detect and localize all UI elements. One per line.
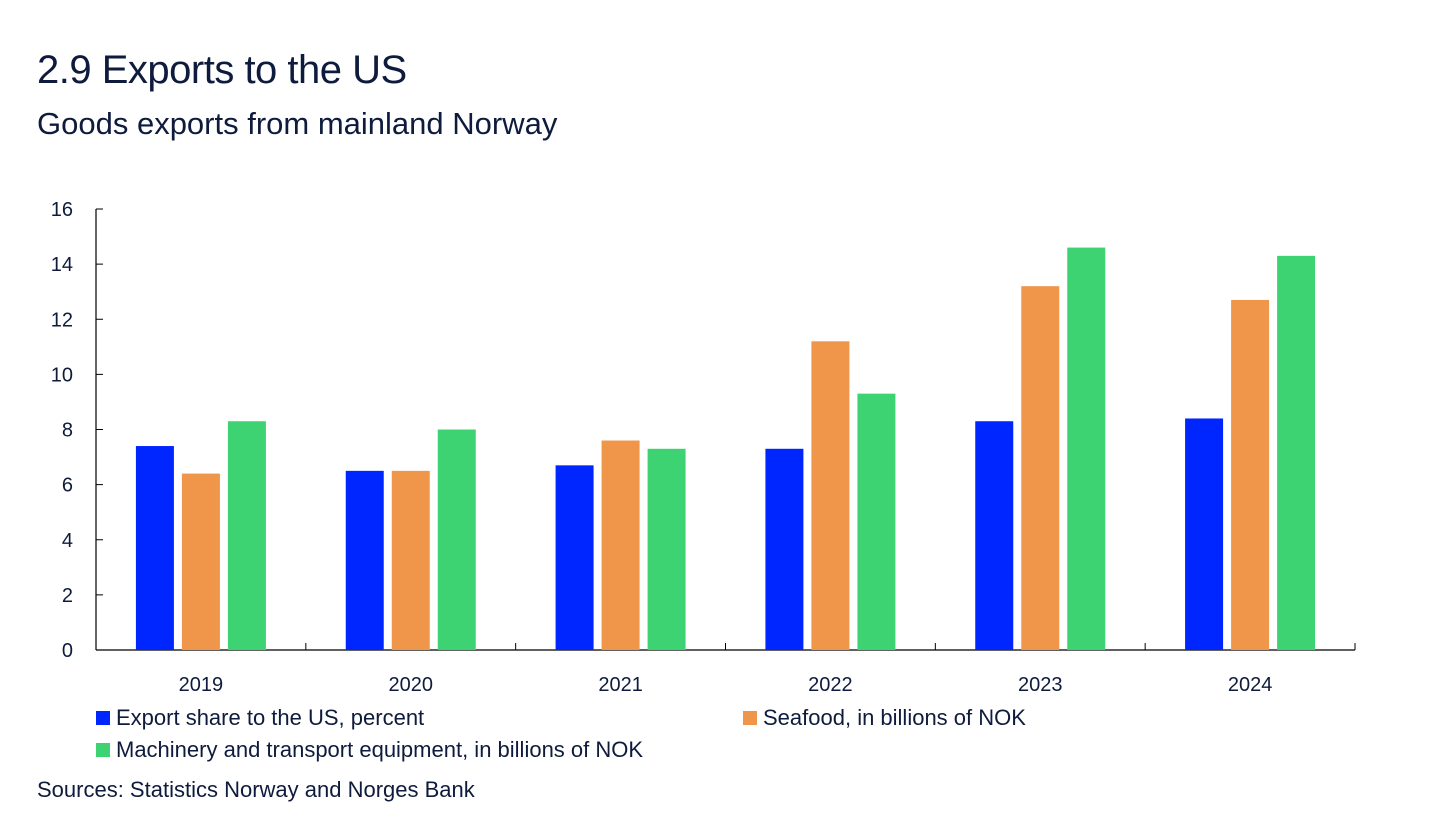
bar-2024-0 — [1185, 418, 1224, 650]
bar-2024-1 — [1231, 299, 1270, 650]
bar-2023-1 — [1021, 286, 1060, 650]
y-tick-label: 14 — [51, 254, 73, 276]
x-tick-label: 2023 — [1018, 674, 1063, 696]
x-tick-label: 2022 — [808, 674, 853, 696]
bars — [135, 247, 1316, 650]
bar-2019-0 — [135, 446, 174, 650]
y-tick-label: 16 — [51, 199, 73, 221]
axes — [95, 208, 1356, 651]
y-tick-label: 0 — [62, 640, 73, 662]
legend-label: Seafood, in billions of NOK — [763, 705, 1026, 730]
y-tick-label: 12 — [51, 309, 73, 331]
legend-item-machinery: Machinery and transport equipment, in bi… — [96, 737, 643, 763]
bar-2021-1 — [601, 440, 640, 650]
x-tick-label: 2020 — [389, 674, 434, 696]
legend-item-seafood: Seafood, in billions of NOK — [743, 705, 1026, 731]
source-note: Sources: Statistics Norway and Norges Ba… — [37, 777, 475, 802]
legend-swatch-blue — [96, 711, 110, 725]
bar-2024-2 — [1277, 255, 1316, 650]
tick-labels: 0 2 4 6 8 10 12 14 16 2019 2020 2021 2022 2023 2024 — [51, 199, 1273, 696]
bar-2021-2 — [647, 448, 686, 650]
bar-2023-2 — [1067, 247, 1106, 650]
legend-swatch-green — [96, 743, 110, 757]
legend-label: Export share to the US, percent — [116, 705, 425, 730]
bar-2020-2 — [437, 429, 476, 650]
bar-2020-1 — [391, 470, 430, 650]
bar-2022-0 — [765, 448, 804, 650]
y-tick-label: 6 — [62, 475, 73, 497]
legend-label: Machinery and transport equipment, in bi… — [116, 737, 644, 762]
chart-title: 2.9 Exports to the US — [37, 48, 407, 92]
x-tick-label: 2019 — [179, 674, 224, 696]
bar-2022-2 — [857, 393, 896, 650]
y-tick-label: 8 — [62, 420, 73, 442]
x-tick-label: 2021 — [598, 674, 643, 696]
bar-chart: 0 2 4 6 8 10 12 14 16 2019 2020 2021 2022 2023 2024 — [51, 199, 1356, 696]
y-tick-label: 4 — [62, 530, 73, 552]
bar-2023-0 — [975, 421, 1014, 650]
chart-subtitle: Goods exports from mainland Norway — [37, 106, 558, 141]
legend-swatch-orange — [743, 711, 757, 725]
bar-2022-1 — [811, 341, 850, 650]
bar-2021-0 — [555, 465, 594, 650]
bar-2019-1 — [181, 473, 220, 650]
bar-2019-2 — [227, 421, 266, 650]
bar-2020-0 — [345, 470, 384, 650]
y-tick-label: 2 — [62, 585, 73, 607]
legend-item-export-share: Export share to the US, percent — [96, 705, 424, 731]
x-tick-label: 2024 — [1228, 674, 1273, 696]
y-tick-label: 10 — [51, 364, 73, 386]
